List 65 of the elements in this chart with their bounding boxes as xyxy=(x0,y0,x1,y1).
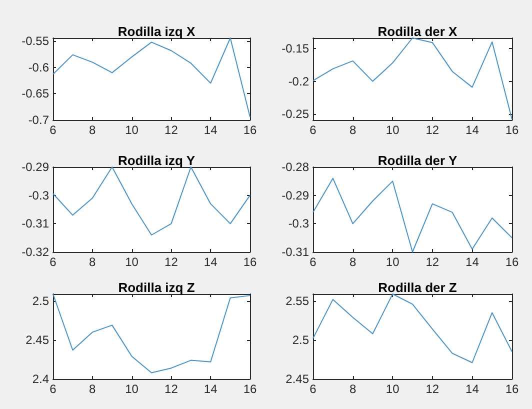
x-tick-label: 12 xyxy=(164,255,178,269)
chart-title: Rodilla der Y xyxy=(378,153,458,168)
chart-title: Rodilla der X xyxy=(378,24,458,39)
x-tick-label: 6 xyxy=(50,123,57,137)
y-tick-label: 2.55 xyxy=(286,294,310,308)
y-tick-label: 2.45 xyxy=(286,372,310,386)
x-tick-label: 14 xyxy=(466,123,480,137)
y-tick-label: -0.3 xyxy=(288,216,310,231)
x-tick-label: 10 xyxy=(125,255,139,269)
x-tick-label: 12 xyxy=(164,382,178,396)
x-tick-label: 8 xyxy=(89,123,96,137)
x-tick-label: 6 xyxy=(310,123,317,137)
y-tick-label: 2.45 xyxy=(26,333,50,348)
x-tick-label: 6 xyxy=(50,382,57,396)
x-tick-label: 12 xyxy=(426,255,440,269)
x-tick-label: 8 xyxy=(89,255,96,269)
chart-title: Rodilla izq Z xyxy=(118,280,195,295)
y-tick-label: -0.31 xyxy=(282,245,310,259)
y-tick-label: -0.28 xyxy=(282,160,310,174)
x-tick-label: 16 xyxy=(505,123,519,137)
y-tick-label: -0.2 xyxy=(288,74,310,88)
x-tick-label: 6 xyxy=(50,255,57,269)
chart-title: Rodilla der Z xyxy=(378,280,457,295)
x-tick-label: 6 xyxy=(310,255,317,269)
y-tick-label: -0.25 xyxy=(282,107,310,122)
line-series xyxy=(52,38,250,118)
y-tick-label: -0.55 xyxy=(22,34,50,48)
line-series xyxy=(312,38,512,120)
x-tick-label: 14 xyxy=(204,255,218,269)
x-tick-label: 10 xyxy=(386,255,400,269)
y-tick-label: -0.15 xyxy=(282,41,310,56)
x-tick-label: 8 xyxy=(349,123,356,137)
x-tick-label: 14 xyxy=(466,255,480,269)
x-tick-label: 10 xyxy=(125,123,139,137)
y-tick-label: -0.31 xyxy=(22,216,50,231)
y-tick-label: -0.29 xyxy=(22,160,50,174)
x-tick-label: 16 xyxy=(243,382,257,396)
x-tick-label: 12 xyxy=(164,123,178,137)
x-tick-label: 12 xyxy=(426,382,440,396)
y-tick-label: 2.4 xyxy=(32,372,50,386)
y-tick-label: -0.6 xyxy=(28,60,50,74)
x-tick-label: 10 xyxy=(386,123,400,137)
x-tick-label: 6 xyxy=(310,382,317,396)
y-tick-label: 2.5 xyxy=(292,333,310,348)
x-tick-label: 16 xyxy=(505,255,519,269)
x-tick-label: 8 xyxy=(349,382,356,396)
x-tick-label: 8 xyxy=(349,255,356,269)
x-tick-label: 16 xyxy=(505,382,519,396)
x-tick-label: 10 xyxy=(386,382,400,396)
x-tick-label: 16 xyxy=(243,123,257,137)
chart-title: Rodilla izq X xyxy=(118,24,196,39)
y-tick-label: 2.5 xyxy=(32,294,50,308)
y-tick-label: -0.7 xyxy=(28,113,50,127)
y-tick-label: -0.32 xyxy=(22,245,50,259)
x-tick-label: 14 xyxy=(204,382,218,396)
y-tick-label: -0.29 xyxy=(282,188,310,202)
x-tick-label: 8 xyxy=(89,382,96,396)
x-tick-label: 14 xyxy=(466,382,480,396)
x-tick-label: 14 xyxy=(204,123,218,137)
y-tick-label: -0.3 xyxy=(28,188,50,202)
chart-title: Rodilla izq Y xyxy=(118,153,196,168)
x-tick-label: 12 xyxy=(426,123,440,137)
x-tick-label: 16 xyxy=(243,255,257,269)
x-tick-label: 10 xyxy=(125,382,139,396)
y-tick-label: -0.65 xyxy=(22,86,50,101)
